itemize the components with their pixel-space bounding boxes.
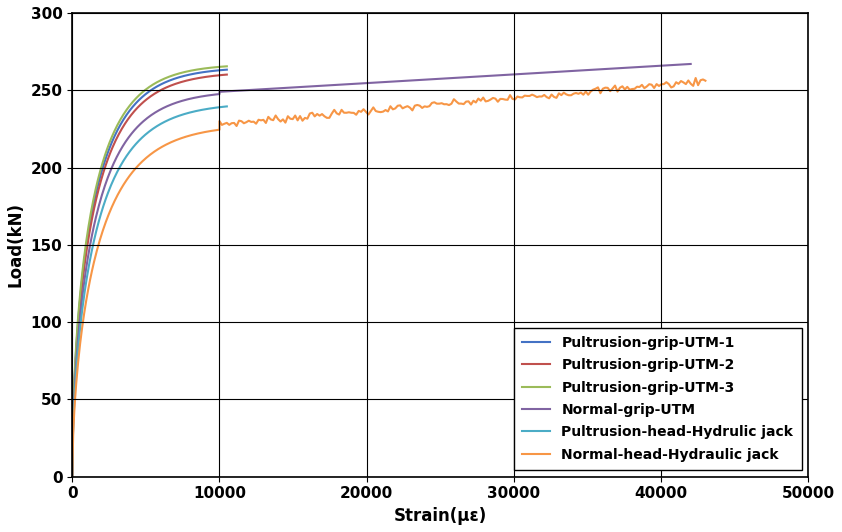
Normal-head-Hydraulic jack — [242, 119, 252, 126]
Normal-grip-UTM — [303, 84, 313, 90]
Line: Pultrusion-grip-UTM-1: Pultrusion-grip-UTM-1 — [72, 70, 226, 477]
Normal-grip-UTM — [685, 61, 695, 67]
Normal-grip-UTM — [67, 473, 77, 480]
Line: Pultrusion-grip-UTM-2: Pultrusion-grip-UTM-2 — [72, 74, 226, 477]
Pultrusion-grip-UTM-3 — [96, 165, 106, 171]
Normal-grip-UTM — [597, 66, 607, 72]
Y-axis label: Load(kN): Load(kN) — [7, 202, 25, 287]
Normal-grip-UTM — [537, 70, 547, 76]
Pultrusion-grip-UTM-2 — [67, 473, 77, 480]
Pultrusion-head-Hydrulic jack — [67, 473, 77, 480]
Normal-head-Hydraulic jack — [663, 81, 674, 87]
Pultrusion-grip-UTM-1 — [96, 171, 106, 177]
Pultrusion-grip-UTM-2 — [96, 177, 106, 184]
Normal-grip-UTM — [319, 82, 329, 89]
Normal-head-Hydraulic jack — [302, 115, 312, 122]
Line: Pultrusion-grip-UTM-3: Pultrusion-grip-UTM-3 — [72, 66, 226, 477]
Pultrusion-grip-UTM-2 — [221, 71, 232, 78]
Pultrusion-head-Hydrulic jack — [77, 312, 87, 319]
Pultrusion-grip-UTM-1 — [221, 66, 232, 73]
Pultrusion-grip-UTM-1 — [209, 68, 219, 74]
Pultrusion-grip-UTM-3 — [67, 473, 77, 480]
Line: Normal-head-Hydraulic jack: Normal-head-Hydraulic jack — [72, 78, 706, 477]
Pultrusion-head-Hydrulic jack — [96, 211, 106, 217]
Legend: Pultrusion-grip-UTM-1, Pultrusion-grip-UTM-2, Pultrusion-grip-UTM-3, Normal-grip: Pultrusion-grip-UTM-1, Pultrusion-grip-U… — [514, 328, 802, 470]
Normal-grip-UTM — [68, 418, 78, 425]
Pultrusion-head-Hydrulic jack — [209, 105, 219, 111]
Pultrusion-grip-UTM-1 — [109, 136, 119, 142]
Normal-head-Hydraulic jack — [688, 82, 698, 89]
Pultrusion-head-Hydrulic jack — [221, 103, 232, 110]
Pultrusion-grip-UTM-1 — [77, 281, 87, 288]
Pultrusion-grip-UTM-1 — [214, 67, 224, 73]
Pultrusion-grip-UTM-1 — [67, 473, 77, 480]
Normal-head-Hydraulic jack — [690, 75, 701, 81]
Pultrusion-grip-UTM-3 — [209, 64, 219, 71]
Pultrusion-head-Hydrulic jack — [109, 177, 119, 183]
Pultrusion-grip-UTM-2 — [109, 142, 119, 148]
Pultrusion-grip-UTM-1 — [73, 314, 83, 321]
Pultrusion-grip-UTM-2 — [214, 72, 224, 78]
Line: Pultrusion-head-Hydrulic jack: Pultrusion-head-Hydrulic jack — [72, 106, 226, 477]
Normal-head-Hydraulic jack — [351, 112, 361, 118]
X-axis label: Strain(με): Strain(με) — [394, 507, 487, 525]
Pultrusion-head-Hydrulic jack — [214, 104, 224, 111]
Line: Normal-grip-UTM: Normal-grip-UTM — [72, 64, 690, 477]
Normal-head-Hydraulic jack — [67, 473, 77, 480]
Normal-head-Hydraulic jack — [701, 78, 711, 84]
Normal-head-Hydraulic jack — [159, 143, 169, 149]
Pultrusion-grip-UTM-3 — [77, 276, 87, 282]
Normal-grip-UTM — [300, 84, 310, 90]
Pultrusion-grip-UTM-3 — [109, 130, 119, 137]
Pultrusion-grip-UTM-2 — [73, 319, 83, 326]
Pultrusion-head-Hydrulic jack — [73, 342, 83, 348]
Pultrusion-grip-UTM-3 — [221, 63, 232, 70]
Pultrusion-grip-UTM-2 — [209, 73, 219, 79]
Pultrusion-grip-UTM-3 — [73, 310, 83, 316]
Pultrusion-grip-UTM-3 — [214, 64, 224, 70]
Pultrusion-grip-UTM-2 — [77, 287, 87, 293]
